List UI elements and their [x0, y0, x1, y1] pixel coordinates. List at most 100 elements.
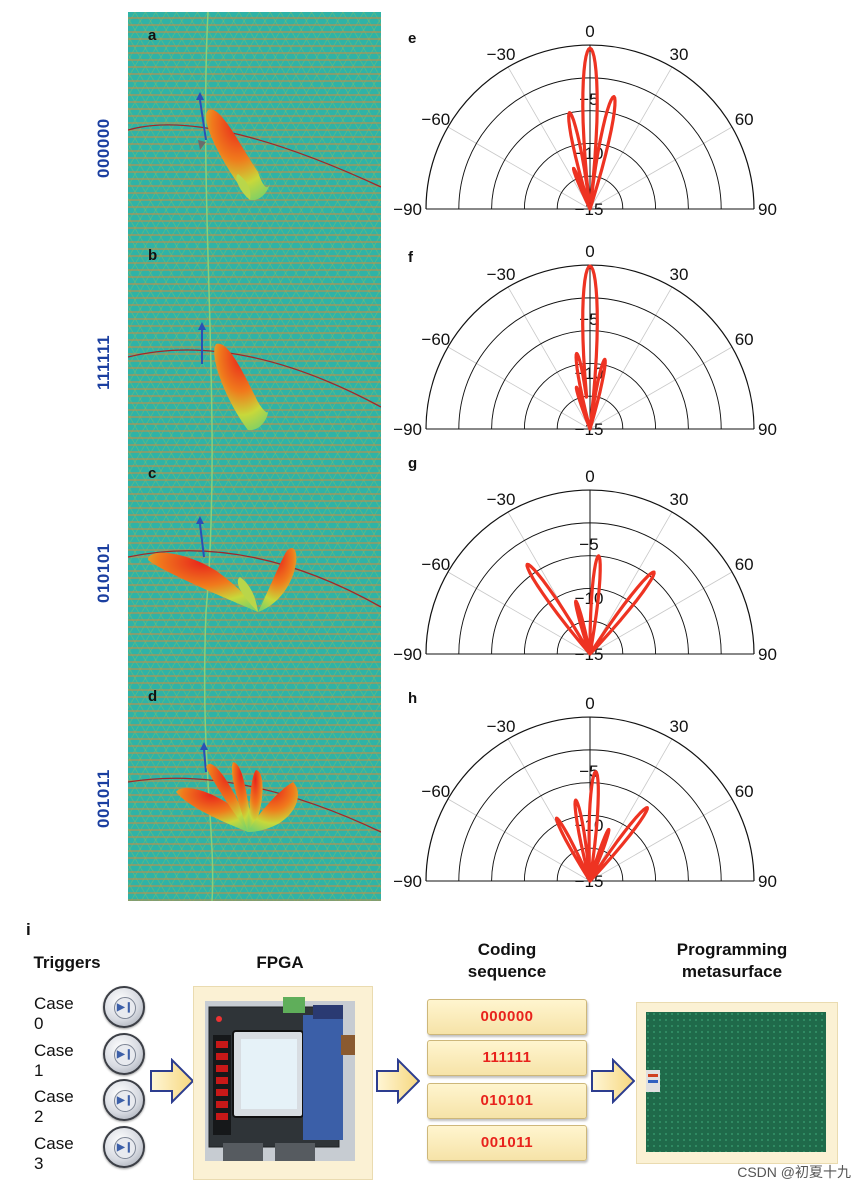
range-ring [523, 143, 657, 210]
range-ring [491, 782, 689, 882]
flow-arrow-icon [376, 1058, 420, 1104]
lobe-peak-point [574, 385, 579, 390]
play-pause-button[interactable]: ▶❙ [103, 1033, 145, 1075]
lobe-peak-point [567, 111, 572, 115]
range-ring [491, 330, 689, 430]
radiation-lobe-d-left [176, 787, 248, 832]
angle-tick-label: −90 [394, 200, 422, 219]
angle-tick-label: 0 [585, 242, 594, 261]
coding-label-d: 001011 [94, 769, 113, 828]
panel-label-g: g [408, 455, 418, 472]
angle-tick-label: −90 [394, 645, 422, 664]
angle-tick-label: 60 [735, 555, 754, 574]
radiation-lobe-d-3 [248, 770, 263, 832]
panel-label-b: b [148, 247, 158, 264]
angle-tick-label: −30 [487, 717, 516, 736]
angle-tick-label: −60 [421, 555, 450, 574]
play-pause-icon: ▶❙ [114, 1044, 136, 1066]
range-ring [491, 110, 689, 210]
lobe-peak-point [555, 816, 559, 820]
grid-spoke [447, 346, 591, 430]
angle-tick-label: −30 [487, 45, 516, 64]
radiation-lobe-a [206, 109, 270, 201]
angle-tick-label: 90 [758, 872, 777, 891]
grid-spoke [589, 286, 673, 430]
lobe-peak-point [574, 599, 578, 603]
arrowhead-a2 [198, 140, 206, 150]
triggers-heading: Triggers [33, 953, 101, 972]
polar-plot-f: 0−30 30−60 60−90 90−5−10−15 [394, 242, 777, 439]
trigger-case-label: Case 3 [34, 1134, 74, 1173]
radiation-pattern-line [574, 264, 607, 431]
radial-tick-label: −5 [579, 535, 598, 554]
direction-arrow-d [203, 749, 207, 773]
flow-arrow-icon [591, 1058, 635, 1104]
grid-spoke [447, 798, 591, 882]
angle-tick-label: 0 [585, 467, 594, 486]
range-ring [458, 749, 722, 882]
direction-arrow-c [199, 523, 205, 558]
panel-label-f: f [408, 249, 413, 266]
arrowhead-a [196, 92, 204, 100]
radiation-lobe-c-left [148, 552, 258, 612]
fpga-heading: FPGA [256, 953, 304, 972]
watermark: CSDN @初夏十九 [737, 1164, 851, 1180]
metasurface-beams-overlay [128, 12, 381, 901]
range-ring [425, 489, 755, 655]
angle-tick-label: 90 [758, 645, 777, 664]
angle-tick-label: 60 [735, 330, 754, 349]
radiation-sidelobe-a [236, 174, 251, 200]
radiation-pattern-line [525, 554, 656, 656]
coding-sequence-heading-line2: sequence [467, 962, 547, 981]
range-ring [491, 555, 689, 655]
angle-tick-label: −30 [487, 265, 516, 284]
angle-tick-label: −90 [394, 420, 422, 439]
metasurface-photo [646, 1012, 826, 1152]
play-pause-button[interactable]: ▶❙ [103, 1126, 145, 1168]
angle-tick-label: −30 [487, 490, 516, 509]
angle-tick-label: 30 [670, 490, 689, 509]
radiation-lobe-b [214, 343, 269, 431]
grid-spoke [589, 346, 733, 430]
play-pause-button[interactable]: ▶❙ [103, 1079, 145, 1121]
lobe-peak-point [603, 357, 607, 362]
polar-plot-h: 0−30 30−60 60−90 90−5−10−15 [394, 694, 777, 891]
angle-tick-label: 30 [670, 265, 689, 284]
lobe-peak-point [588, 46, 592, 50]
panel-label-a: a [148, 27, 157, 44]
arrowhead-b [198, 322, 206, 330]
polar-plot-g: 0−30 30−60 60−90 90−5−10−15 [394, 467, 777, 664]
range-ring [523, 588, 657, 655]
flow-arrow-icon [150, 1058, 194, 1104]
coding-label-a: 000000 [94, 118, 113, 178]
fpga-board-illustration [205, 997, 355, 1161]
radiation-lobe-d-2 [231, 762, 251, 832]
range-ring [458, 522, 722, 655]
angle-tick-label: 30 [670, 45, 689, 64]
range-ring [556, 175, 624, 210]
panel-label-c: c [148, 465, 157, 482]
coding-sequence-item[interactable]: 111111 [427, 1040, 587, 1076]
range-ring [458, 77, 722, 210]
radiation-pattern-line [567, 46, 617, 211]
lobe-peak-point [596, 554, 601, 558]
lobe-peak-point [588, 264, 592, 268]
grid-spoke [589, 126, 733, 210]
grid-spoke [447, 126, 591, 210]
coding-sequence-item[interactable]: 010101 [427, 1083, 587, 1119]
lobe-peak-point [612, 95, 616, 99]
play-pause-icon: ▶❙ [114, 1090, 136, 1112]
coding-sequence-item[interactable]: 001011 [427, 1125, 587, 1161]
coding-sequence-item[interactable]: 000000 [427, 999, 587, 1035]
range-ring [425, 716, 755, 882]
angle-tick-label: 30 [670, 717, 689, 736]
range-ring [425, 44, 755, 210]
trigger-case-label: Case 1 [34, 1041, 74, 1080]
angle-tick-label: −60 [421, 110, 450, 129]
direction-arrow-a [199, 99, 207, 141]
angle-tick-label: −90 [394, 872, 422, 891]
play-pause-button[interactable]: ▶❙ [103, 986, 145, 1028]
arrowhead-c [196, 516, 204, 524]
programming-metasurface-heading-line1: Programming [676, 940, 788, 959]
radiation-lobe-d-1 [206, 763, 248, 832]
